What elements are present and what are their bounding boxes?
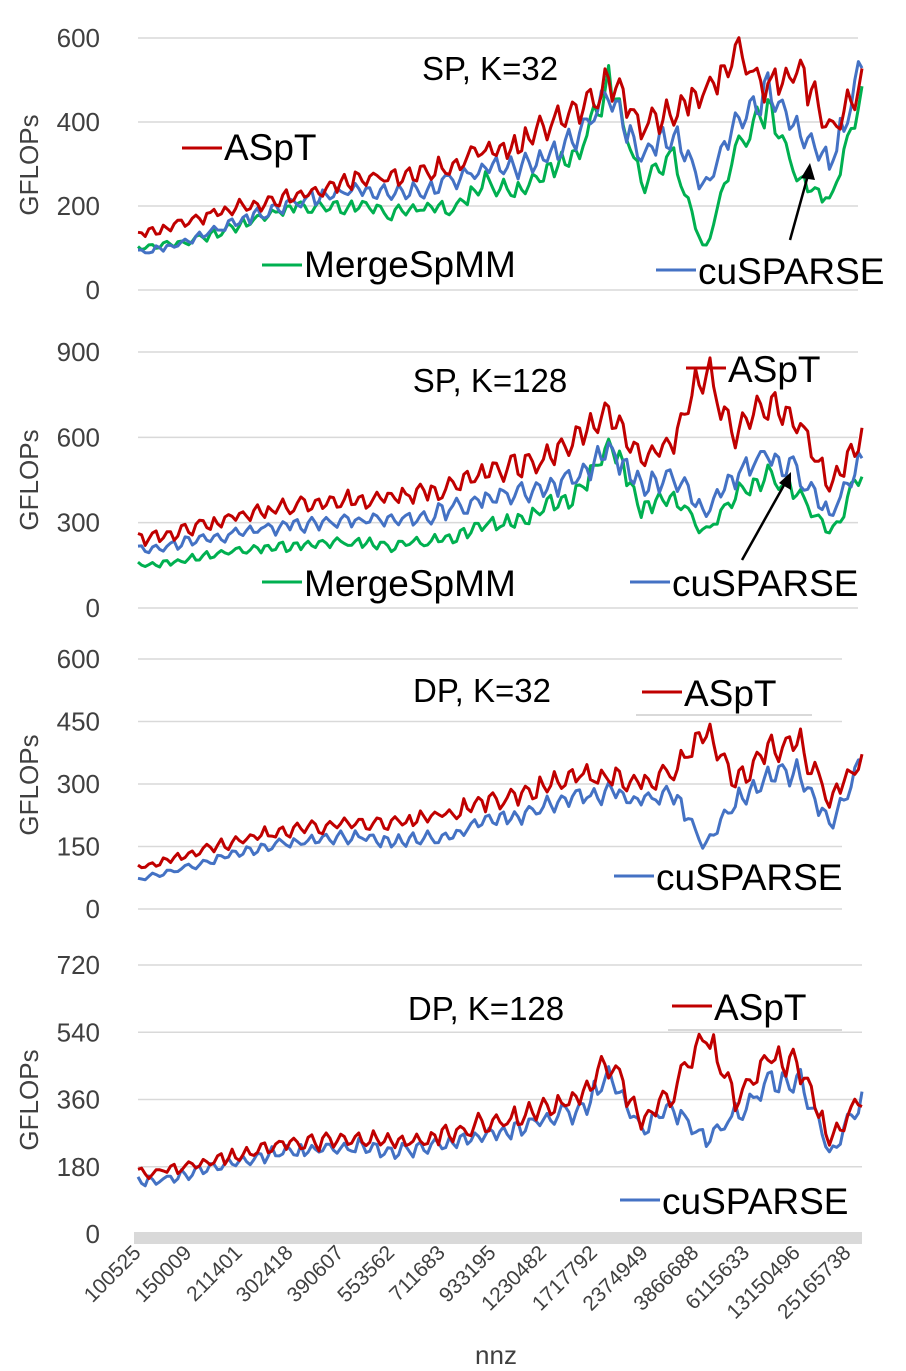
- panel-1-title: SP, K=32: [422, 50, 558, 87]
- panel-3-gridlines: [138, 658, 842, 910]
- panel-dp-k128: 0 180 360 540 720 GFLOPs DP, K=128 ASpT cuSP…: [14, 950, 864, 1249]
- panel-3-series: [137, 722, 864, 882]
- legend-aspt-label: ASpT: [714, 987, 807, 1028]
- legend-aspt-label: ASpT: [684, 673, 777, 714]
- series-line-aspt: [137, 722, 864, 870]
- y-tick-label: 450: [57, 707, 100, 737]
- series-line-cusparse: [138, 60, 864, 255]
- panel-1-y-tick-labels: 0 200 400 600: [57, 23, 100, 305]
- y-tick-label: 600: [57, 422, 100, 452]
- panel-3-title: DP, K=32: [413, 672, 551, 709]
- y-tick-label: 0: [86, 593, 100, 623]
- series-line-aspt: [137, 36, 864, 238]
- panel-1-cusparse-arrowhead: [801, 163, 815, 180]
- panel-4-series: [136, 1032, 864, 1188]
- series-line-aspt: [137, 356, 864, 547]
- y-tick-label: 150: [57, 832, 100, 862]
- x-tick-label: 553562: [333, 1241, 399, 1307]
- panel-2-cusparse-arrowhead: [779, 472, 791, 490]
- legend-cusparse-label: cuSPARSE: [662, 1181, 848, 1222]
- y-tick-label: 600: [57, 23, 100, 53]
- y-tick-label: 180: [57, 1152, 100, 1182]
- panel-2-series: [137, 356, 864, 569]
- x-axis-tick-labels: 1005251500092114013024183906075535627116…: [80, 1241, 856, 1323]
- panel-1-y-axis-label: GFLOPs: [14, 114, 44, 215]
- panel-4-title: DP, K=128: [408, 990, 564, 1027]
- panel-2-y-tick-labels: 0 300 600 900: [57, 337, 100, 623]
- panel-sp-k32: 0 200 400 600 GFLOPs SP, K=32 ASpT MergeSpM…: [14, 23, 884, 305]
- series-line-cusparse: [137, 758, 863, 882]
- x-axis-label: nnz: [475, 1340, 517, 1370]
- legend-cusparse-label: cuSPARSE: [672, 563, 858, 604]
- series-line-mergespmm: [137, 437, 864, 569]
- y-tick-label: 200: [57, 191, 100, 221]
- x-tick-label: 150009: [130, 1241, 196, 1307]
- legend-aspt-label: ASpT: [728, 349, 821, 390]
- y-tick-label: 600: [57, 644, 100, 674]
- y-tick-label: 900: [57, 337, 100, 367]
- panel-1-cusparse-arrow: [788, 167, 812, 241]
- y-tick-label: 400: [57, 107, 100, 137]
- panel-3-y-axis-label: GFLOPs: [14, 734, 44, 835]
- legend-aspt-label: ASpT: [224, 127, 317, 168]
- legend-mergespmm-label: MergeSpMM: [304, 563, 516, 604]
- y-tick-label: 0: [86, 275, 100, 305]
- panel-2-title: SP, K=128: [413, 362, 567, 399]
- panel-3-y-tick-labels: 0 150 300 450 600: [57, 644, 100, 924]
- panel-sp-k128: 0 300 600 900 GFLOPs SP, K=128 ASpT MergeSp…: [14, 337, 864, 623]
- series-line-cusparse: [137, 441, 864, 555]
- panel-4-y-axis-label: GFLOPs: [14, 1049, 44, 1150]
- series-line-mergespmm: [137, 64, 864, 252]
- legend-cusparse-label: cuSPARSE: [656, 857, 842, 898]
- panel-4-y-tick-labels: 0 180 360 540 720: [57, 950, 100, 1249]
- x-axis-bar: [134, 1232, 862, 1244]
- series-line-cusparse: [136, 1065, 864, 1188]
- y-tick-label: 360: [57, 1085, 100, 1115]
- panel-1-series: [137, 36, 864, 255]
- y-tick-label: 720: [57, 950, 100, 980]
- panel-dp-k32: 0 150 300 450 600 GFLOPs DP, K=32 ASpT cuSPA…: [14, 644, 864, 924]
- legend-mergespmm-label: MergeSpMM: [304, 244, 516, 285]
- panel-2-cusparse-arrow: [740, 477, 790, 561]
- y-tick-label: 540: [57, 1017, 100, 1047]
- y-tick-label: 300: [57, 769, 100, 799]
- y-tick-label: 300: [57, 508, 100, 538]
- legend-cusparse-label: cuSPARSE: [698, 251, 884, 292]
- y-tick-label: 0: [86, 894, 100, 924]
- panel-2-y-axis-label: GFLOPs: [14, 429, 44, 530]
- y-tick-label: 0: [86, 1219, 100, 1249]
- series-line-aspt: [137, 1032, 863, 1180]
